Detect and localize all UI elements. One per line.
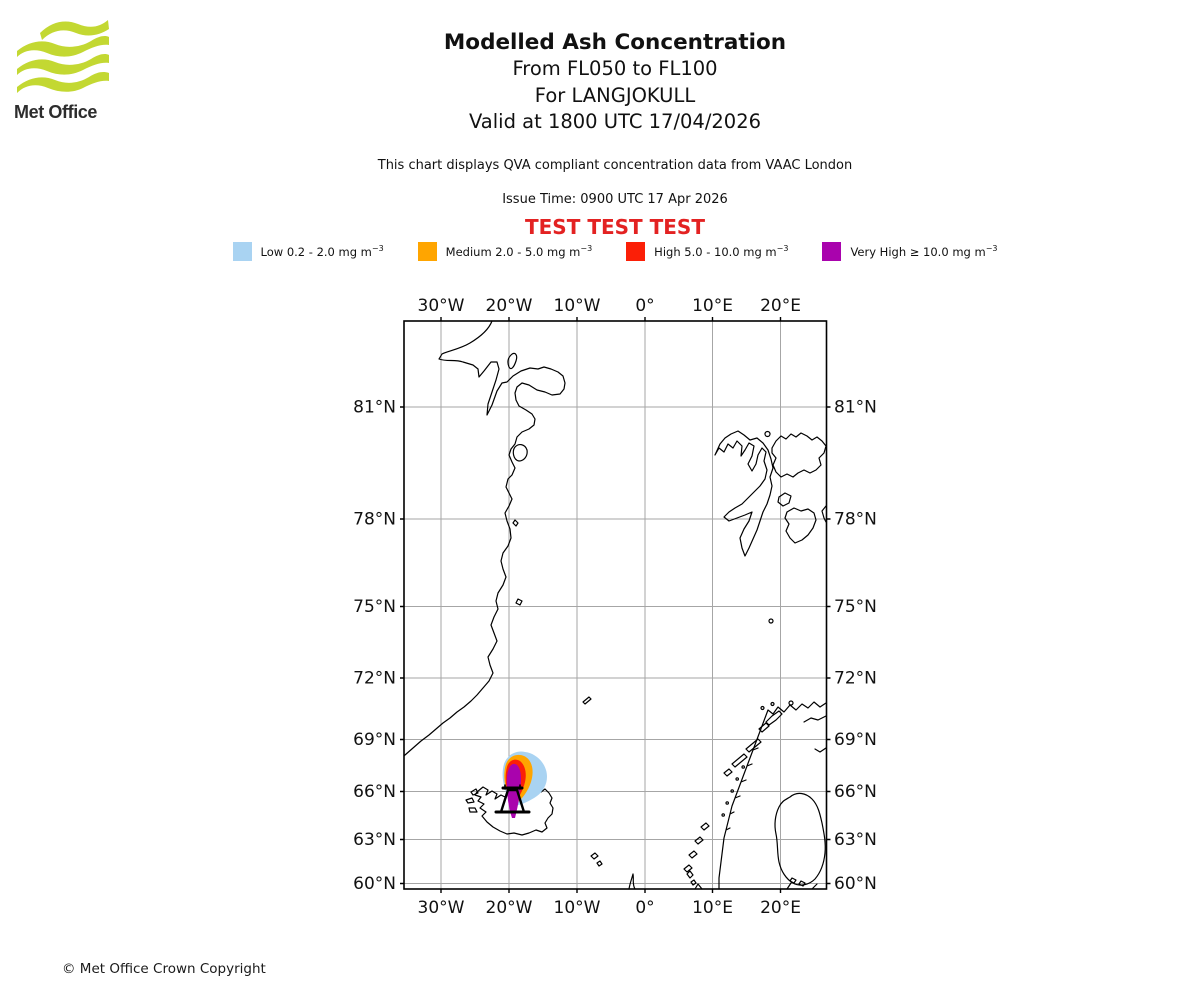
- ash-plume: [502, 751, 547, 818]
- volcano-eruption-icon: [494, 784, 531, 814]
- lon-label: 30°W: [418, 898, 465, 918]
- axis-ticks: [400, 317, 831, 893]
- concentration-legend: Low 0.2 - 2.0 mg m−3 Medium 2.0 - 5.0 mg…: [0, 242, 1200, 261]
- chart-header: Modelled Ash Concentration From FL050 to…: [30, 30, 1200, 136]
- met-office-logo-text: Met Office: [14, 102, 98, 122]
- lon-label: 30°W: [418, 296, 465, 316]
- lat-label: 81°N: [834, 398, 877, 418]
- lat-label: 75°N: [834, 597, 877, 617]
- legend-label-very-high: Very High ≥ 10.0 mg m: [850, 244, 986, 259]
- legend-label-high: High 5.0 - 10.0 mg m: [654, 244, 777, 259]
- subtitle-flight-levels: From FL050 to FL100: [512, 57, 718, 80]
- lat-label: 72°N: [353, 669, 396, 689]
- lat-label: 75°N: [353, 597, 396, 617]
- lat-label: 69°N: [834, 730, 877, 750]
- page-title: Modelled Ash Concentration: [443, 30, 787, 55]
- minor-islands-coastline: [507, 352, 794, 890]
- lon-labels-top: 30°W 20°W 10°W 0° 10°E 20°E: [418, 296, 801, 316]
- lat-label: 63°N: [834, 830, 877, 850]
- lat-label: 63°N: [353, 830, 396, 850]
- coastline-gulf-of-bothnia: [774, 792, 826, 890]
- legend-label-low: Low 0.2 - 2.0 mg m: [260, 244, 372, 259]
- legend-swatch-very-high: [822, 242, 842, 261]
- lon-label: 20°W: [486, 898, 533, 918]
- lat-labels-left: 81°N 78°N 75°N 72°N 69°N 66°N 63°N 60°N: [353, 398, 396, 895]
- met-office-logo: Met Office: [14, 16, 134, 123]
- lat-label: 60°N: [834, 874, 877, 894]
- legend-swatch-high: [626, 242, 646, 261]
- lat-label: 72°N: [834, 669, 877, 689]
- subtitle-valid-time: Valid at 1800 UTC 17/04/2026: [468, 110, 762, 133]
- coastline-norway-mainland: [718, 701, 827, 890]
- lon-label: 10°W: [554, 296, 601, 316]
- lat-label: 69°N: [353, 730, 396, 750]
- lon-label: 10°W: [554, 898, 601, 918]
- lat-labels-right: 81°N 78°N 75°N 72°N 69°N 66°N 63°N 60°N: [834, 398, 877, 895]
- legend-item-very-high: Very High ≥ 10.0 mg m−3: [822, 242, 997, 261]
- lon-label: 20°E: [760, 898, 801, 918]
- lat-label: 60°N: [353, 874, 396, 894]
- lon-labels-bottom: 30°W 20°W 10°W 0° 10°E 20°E: [418, 898, 801, 918]
- lat-label: 66°N: [834, 782, 877, 802]
- qva-compliance-note: This chart displays QVA compliant concen…: [377, 158, 853, 173]
- legend-item-low: Low 0.2 - 2.0 mg m−3: [232, 242, 384, 261]
- lat-label: 66°N: [353, 782, 396, 802]
- lon-label: 10°E: [692, 296, 733, 316]
- lon-label: 20°W: [486, 296, 533, 316]
- met-office-logo-waves: [17, 20, 109, 93]
- test-banner: TEST TEST TEST: [525, 215, 705, 239]
- coastline-iceland: [465, 786, 554, 836]
- lon-label: 0°: [635, 898, 654, 918]
- legend-swatch-medium: [417, 242, 437, 261]
- coastline-svalbard: [714, 430, 827, 557]
- lon-label: 20°E: [760, 296, 801, 316]
- lat-label: 78°N: [834, 510, 877, 530]
- legend-item-high: High 5.0 - 10.0 mg m−3: [626, 242, 788, 261]
- lon-label: 10°E: [692, 898, 733, 918]
- legend-label-medium: Medium 2.0 - 5.0 mg m: [445, 244, 581, 259]
- coastline-greenland: [403, 320, 566, 757]
- graticule-grid: [404, 321, 827, 889]
- legend-item-medium: Medium 2.0 - 5.0 mg m−3: [417, 242, 592, 261]
- map-frame: [403, 320, 828, 890]
- lat-label: 78°N: [353, 510, 396, 530]
- lon-label: 0°: [635, 296, 654, 316]
- coastlines: [403, 320, 827, 890]
- copyright-notice: © Met Office Crown Copyright: [62, 961, 266, 977]
- lat-label: 81°N: [353, 398, 396, 418]
- issue-time: Issue Time: 0900 UTC 17 Apr 2026: [502, 192, 728, 207]
- subtitle-volcano: For LANGJOKULL: [534, 83, 696, 107]
- legend-swatch-low: [232, 242, 252, 261]
